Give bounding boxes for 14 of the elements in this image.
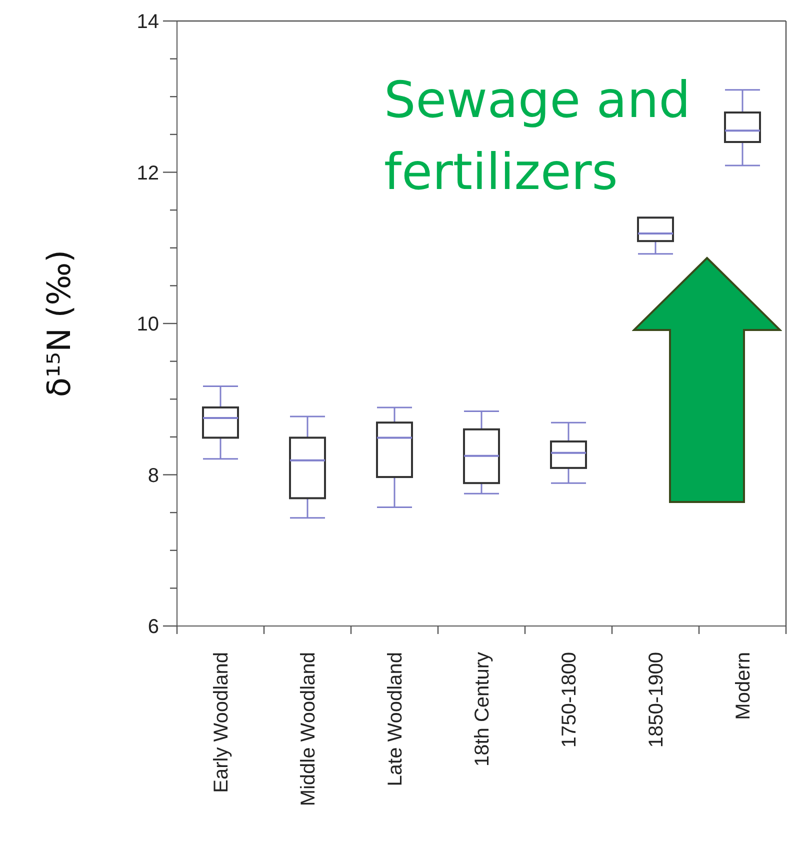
x-tick-label: Modern (732, 652, 754, 720)
x-tick-label: Late Woodland (384, 652, 406, 786)
annotation: Sewage and fertilizers (384, 70, 692, 203)
y-axis-title: δ¹⁵N (‰) (40, 250, 78, 398)
y-tick-label: 10 (136, 314, 159, 336)
y-tick-label: 6 (148, 616, 159, 638)
x-tick-label: 1750-1800 (558, 652, 580, 748)
x-tick-label: Middle Woodland (298, 652, 320, 806)
x-tick-label: Early Woodland (210, 652, 232, 793)
y-tick-label: 14 (136, 11, 159, 33)
x-tick-label: 18th Century (472, 652, 494, 767)
y-tick-label: 12 (136, 162, 159, 184)
x-tick-label: 1850-1900 (646, 652, 668, 748)
y-tick-label: 8 (148, 464, 159, 487)
